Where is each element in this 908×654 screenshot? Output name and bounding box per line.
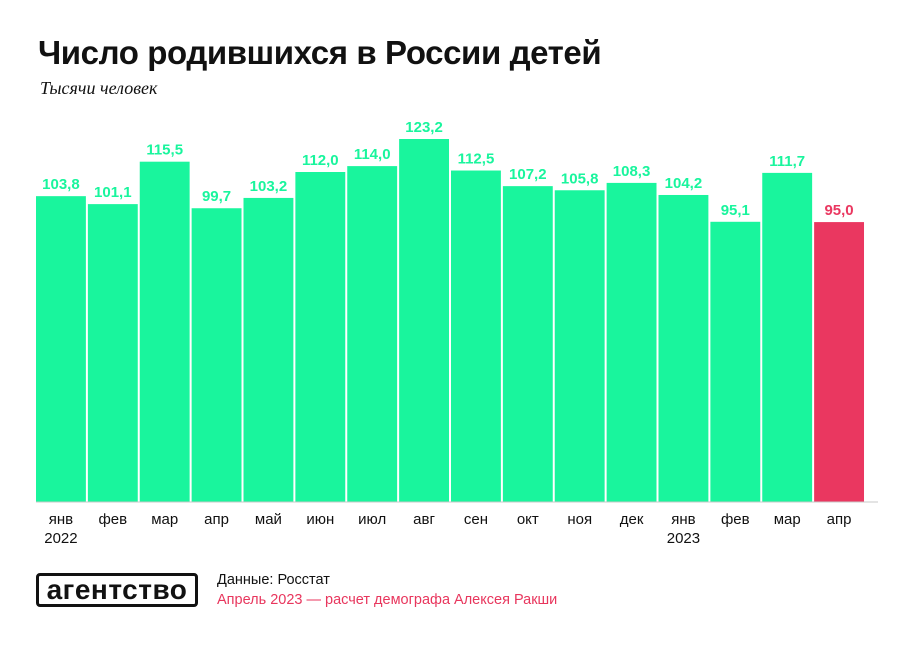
bar-value-label: 103,8: [42, 176, 80, 193]
x-tick-label: май: [255, 511, 282, 528]
x-tick-labels-layer: янв фев мар апр май июн июл авг сен окт ноя дек янв ф…: [44, 511, 851, 547]
x-tick-label: мар: [151, 511, 178, 528]
x-tick-label: фев: [98, 511, 127, 528]
bar-15: [762, 172, 813, 502]
x-tick-label: дек: [620, 511, 644, 528]
bar-3: [139, 161, 190, 502]
bar-value-label: 95,1: [721, 202, 750, 219]
bar-4: [191, 208, 242, 503]
bar-value-label: 112,0: [302, 152, 339, 169]
agency-logo: агентство: [36, 573, 198, 607]
chart-title: Число родившихся в России детей: [38, 34, 602, 71]
bar-value-label: 112,5: [458, 151, 495, 168]
bar-7: [347, 166, 398, 503]
bar-16: [814, 222, 865, 502]
chart-subtitle: Тысячи человек: [40, 78, 158, 98]
x-tick-label: июн: [306, 511, 334, 528]
bar-5: [243, 197, 294, 502]
bar-value-label: 101,1: [94, 184, 132, 201]
bar-value-label: 105,8: [561, 170, 599, 187]
x-tick-label: июл: [358, 511, 386, 528]
value-labels-layer: 103,8 101,1 115,5 99,7 103,2 112,0 114,0 123,2 1…: [42, 119, 853, 219]
x-tick-label: мар: [774, 511, 801, 528]
bar-14: [710, 221, 761, 503]
x-tick-label: авг: [413, 511, 435, 528]
bar-12: [606, 182, 657, 502]
x-tick-label: янв: [671, 511, 695, 528]
bar-value-label: 111,7: [769, 153, 805, 170]
x-tick-label: апр: [827, 511, 852, 528]
bar-8: [399, 139, 450, 502]
bar-2: [87, 204, 138, 502]
year-label: 2023: [667, 530, 700, 547]
bar-13: [658, 194, 709, 503]
bar-1: [36, 196, 86, 502]
bar-value-label: 95,0: [824, 202, 853, 219]
bar-value-label: 108,3: [613, 163, 651, 180]
x-tick-label: ноя: [567, 511, 592, 528]
bar-10: [502, 186, 553, 502]
bar-value-label: 104,2: [665, 175, 703, 192]
bar-9: [451, 170, 501, 502]
bars-layer: [36, 139, 865, 503]
bar-chart: 103,8 101,1 115,5 99,7 103,2 112,0 114,0 123,2 1…: [36, 119, 878, 547]
year-label: 2022: [44, 530, 77, 547]
x-tick-label: фев: [721, 511, 750, 528]
calculation-note-text: Апрель 2023 — расчет демографа Алексея Р…: [217, 592, 558, 608]
bar-11: [554, 190, 605, 502]
bar-value-label: 99,7: [202, 188, 231, 205]
x-tick-label: янв: [49, 511, 73, 528]
bar-value-label: 115,5: [146, 142, 183, 159]
x-tick-label: апр: [204, 511, 229, 528]
bar-value-label: 123,2: [405, 119, 443, 136]
data-source-text: Данные: Росстат: [217, 572, 330, 588]
bar-6: [295, 172, 346, 502]
x-tick-label: окт: [517, 511, 539, 528]
x-tick-label: сен: [464, 511, 488, 528]
bar-value-label: 114,0: [354, 146, 391, 163]
bar-value-label: 103,2: [250, 178, 288, 195]
bar-value-label: 107,2: [509, 166, 547, 183]
